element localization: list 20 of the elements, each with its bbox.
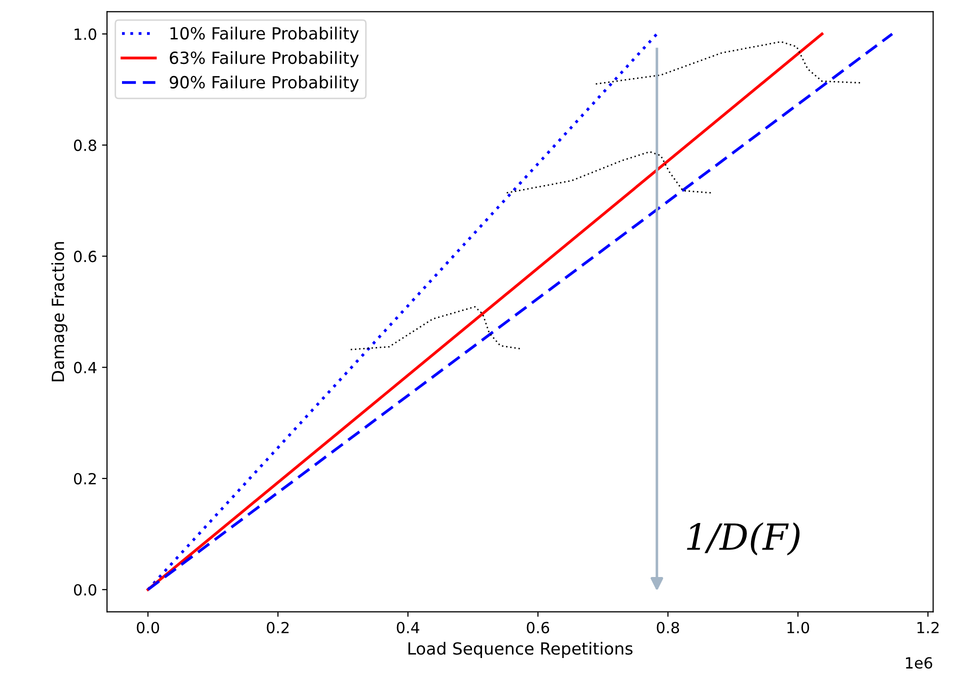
legend-label: 90% Failure Probability bbox=[170, 76, 359, 92]
y-axis-title: Damage Fraction bbox=[51, 242, 68, 382]
x-tick-label: 0.6 bbox=[526, 622, 550, 634]
y-tick-label: 1.0 bbox=[74, 28, 96, 40]
y-tick-label: 0.8 bbox=[74, 140, 96, 152]
y-tick-label: 0.0 bbox=[74, 584, 96, 596]
y-tick-label: 0.6 bbox=[74, 250, 96, 262]
y-tick-label: 0.2 bbox=[74, 472, 96, 484]
y-tick-label: 0.4 bbox=[74, 362, 96, 374]
x-axis-title: Load Sequence Repetitions bbox=[408, 642, 632, 658]
text: 1e6 bbox=[906, 657, 932, 669]
x-tick-label: 1.0 bbox=[787, 622, 810, 634]
legend-label: 63% Failure Probability bbox=[170, 51, 359, 68]
x-tick-label: 0.8 bbox=[656, 622, 680, 634]
x-tick-label: 0.4 bbox=[396, 622, 420, 634]
x-tick-label: 0.0 bbox=[136, 622, 160, 634]
legend-label: 10% Failure Probability bbox=[170, 26, 359, 43]
x-tick-label: 1.2 bbox=[917, 622, 939, 634]
ref-line-label: 1/D(F) bbox=[686, 522, 800, 556]
x-tick-label: 0.2 bbox=[266, 622, 289, 634]
